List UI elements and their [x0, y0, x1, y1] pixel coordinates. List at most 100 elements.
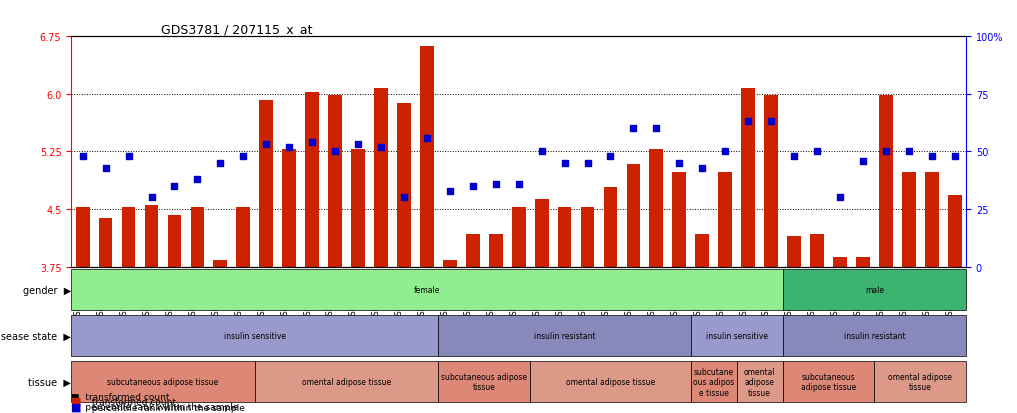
Bar — [650, 150, 663, 267]
Point — [120, 153, 136, 160]
Bar — [489, 234, 502, 267]
Bar — [557, 208, 572, 267]
Point — [258, 142, 275, 148]
Bar — [811, 234, 824, 267]
Bar — [190, 208, 204, 267]
Point — [763, 119, 779, 126]
Text: subcutaneous adipose tissue: subcutaneous adipose tissue — [108, 377, 219, 386]
Point — [602, 153, 618, 160]
Point — [740, 119, 757, 126]
Point — [923, 153, 940, 160]
Bar — [512, 208, 526, 267]
Bar — [328, 96, 342, 267]
Bar — [168, 216, 181, 267]
Bar — [122, 208, 135, 267]
FancyBboxPatch shape — [691, 315, 782, 356]
FancyBboxPatch shape — [875, 361, 966, 402]
Text: subcutaneous adipose
tissue: subcutaneous adipose tissue — [441, 372, 527, 392]
Text: female: female — [414, 285, 440, 294]
FancyBboxPatch shape — [438, 361, 530, 402]
Point — [625, 126, 642, 132]
Point — [580, 160, 596, 167]
FancyBboxPatch shape — [736, 361, 782, 402]
Point — [511, 181, 527, 188]
Point — [167, 183, 183, 190]
Text: subcutane
ous adipos
e tissue: subcutane ous adipos e tissue — [694, 367, 734, 396]
Text: gender  ▶: gender ▶ — [23, 285, 71, 295]
FancyBboxPatch shape — [782, 315, 966, 356]
Point — [648, 126, 664, 132]
Text: omental
adipose
tissue: omental adipose tissue — [743, 367, 775, 396]
Point — [235, 153, 251, 160]
Point — [419, 135, 435, 142]
Text: transformed count: transformed count — [86, 396, 176, 406]
Text: omental adipose tissue: omental adipose tissue — [565, 377, 655, 386]
FancyBboxPatch shape — [782, 361, 875, 402]
Point — [878, 149, 894, 155]
Bar — [259, 101, 274, 267]
Text: GDS3781 / 207115_x_at: GDS3781 / 207115_x_at — [161, 23, 312, 36]
Point — [143, 195, 160, 201]
Bar — [672, 173, 686, 267]
FancyBboxPatch shape — [530, 361, 691, 402]
Text: ■: ■ — [71, 402, 81, 412]
Bar — [214, 261, 227, 267]
Bar — [787, 236, 801, 267]
Bar — [144, 206, 159, 267]
Point — [901, 149, 917, 155]
Bar — [924, 173, 939, 267]
Bar — [603, 188, 617, 267]
Point — [396, 195, 412, 201]
Text: disease state  ▶: disease state ▶ — [0, 331, 71, 341]
FancyBboxPatch shape — [71, 361, 255, 402]
Bar — [397, 104, 411, 267]
Point — [373, 144, 390, 151]
FancyBboxPatch shape — [255, 361, 438, 402]
Text: insulin resistant: insulin resistant — [534, 331, 595, 340]
Point — [695, 165, 711, 171]
Point — [326, 149, 343, 155]
Point — [98, 165, 114, 171]
Bar — [833, 257, 847, 267]
Point — [304, 140, 320, 146]
Point — [809, 149, 825, 155]
Point — [786, 153, 802, 160]
Text: percentile rank within the sample: percentile rank within the sample — [86, 403, 245, 412]
Bar — [902, 173, 915, 267]
Point — [350, 142, 366, 148]
Bar — [535, 199, 548, 267]
Point — [74, 153, 91, 160]
Point — [556, 160, 573, 167]
Text: ■  transformed count
■  percentile rank within the sample: ■ transformed count ■ percentile rank wi… — [71, 392, 239, 411]
Bar — [856, 257, 870, 267]
Point — [534, 149, 550, 155]
Bar — [741, 88, 755, 267]
Bar — [764, 96, 778, 267]
Bar — [351, 150, 365, 267]
Point — [213, 160, 229, 167]
Point — [854, 158, 871, 164]
FancyBboxPatch shape — [691, 361, 736, 402]
FancyBboxPatch shape — [438, 315, 691, 356]
Bar — [420, 47, 434, 267]
Bar — [696, 234, 709, 267]
Bar — [626, 165, 641, 267]
Point — [717, 149, 733, 155]
Text: omental adipose
tissue: omental adipose tissue — [888, 372, 952, 392]
Point — [947, 153, 963, 160]
Bar — [443, 261, 457, 267]
Point — [441, 188, 458, 195]
Bar — [879, 96, 893, 267]
Bar — [283, 150, 296, 267]
Text: tissue  ▶: tissue ▶ — [28, 377, 71, 387]
Bar — [581, 208, 594, 267]
Point — [832, 195, 848, 201]
Text: male: male — [864, 285, 884, 294]
Text: insulin sensitive: insulin sensitive — [224, 331, 286, 340]
FancyBboxPatch shape — [71, 269, 782, 311]
Bar — [236, 208, 250, 267]
Bar — [99, 218, 113, 267]
Text: omental adipose tissue: omental adipose tissue — [302, 377, 392, 386]
Point — [465, 183, 481, 190]
Text: subcutaneous
adipose tissue: subcutaneous adipose tissue — [800, 372, 856, 392]
